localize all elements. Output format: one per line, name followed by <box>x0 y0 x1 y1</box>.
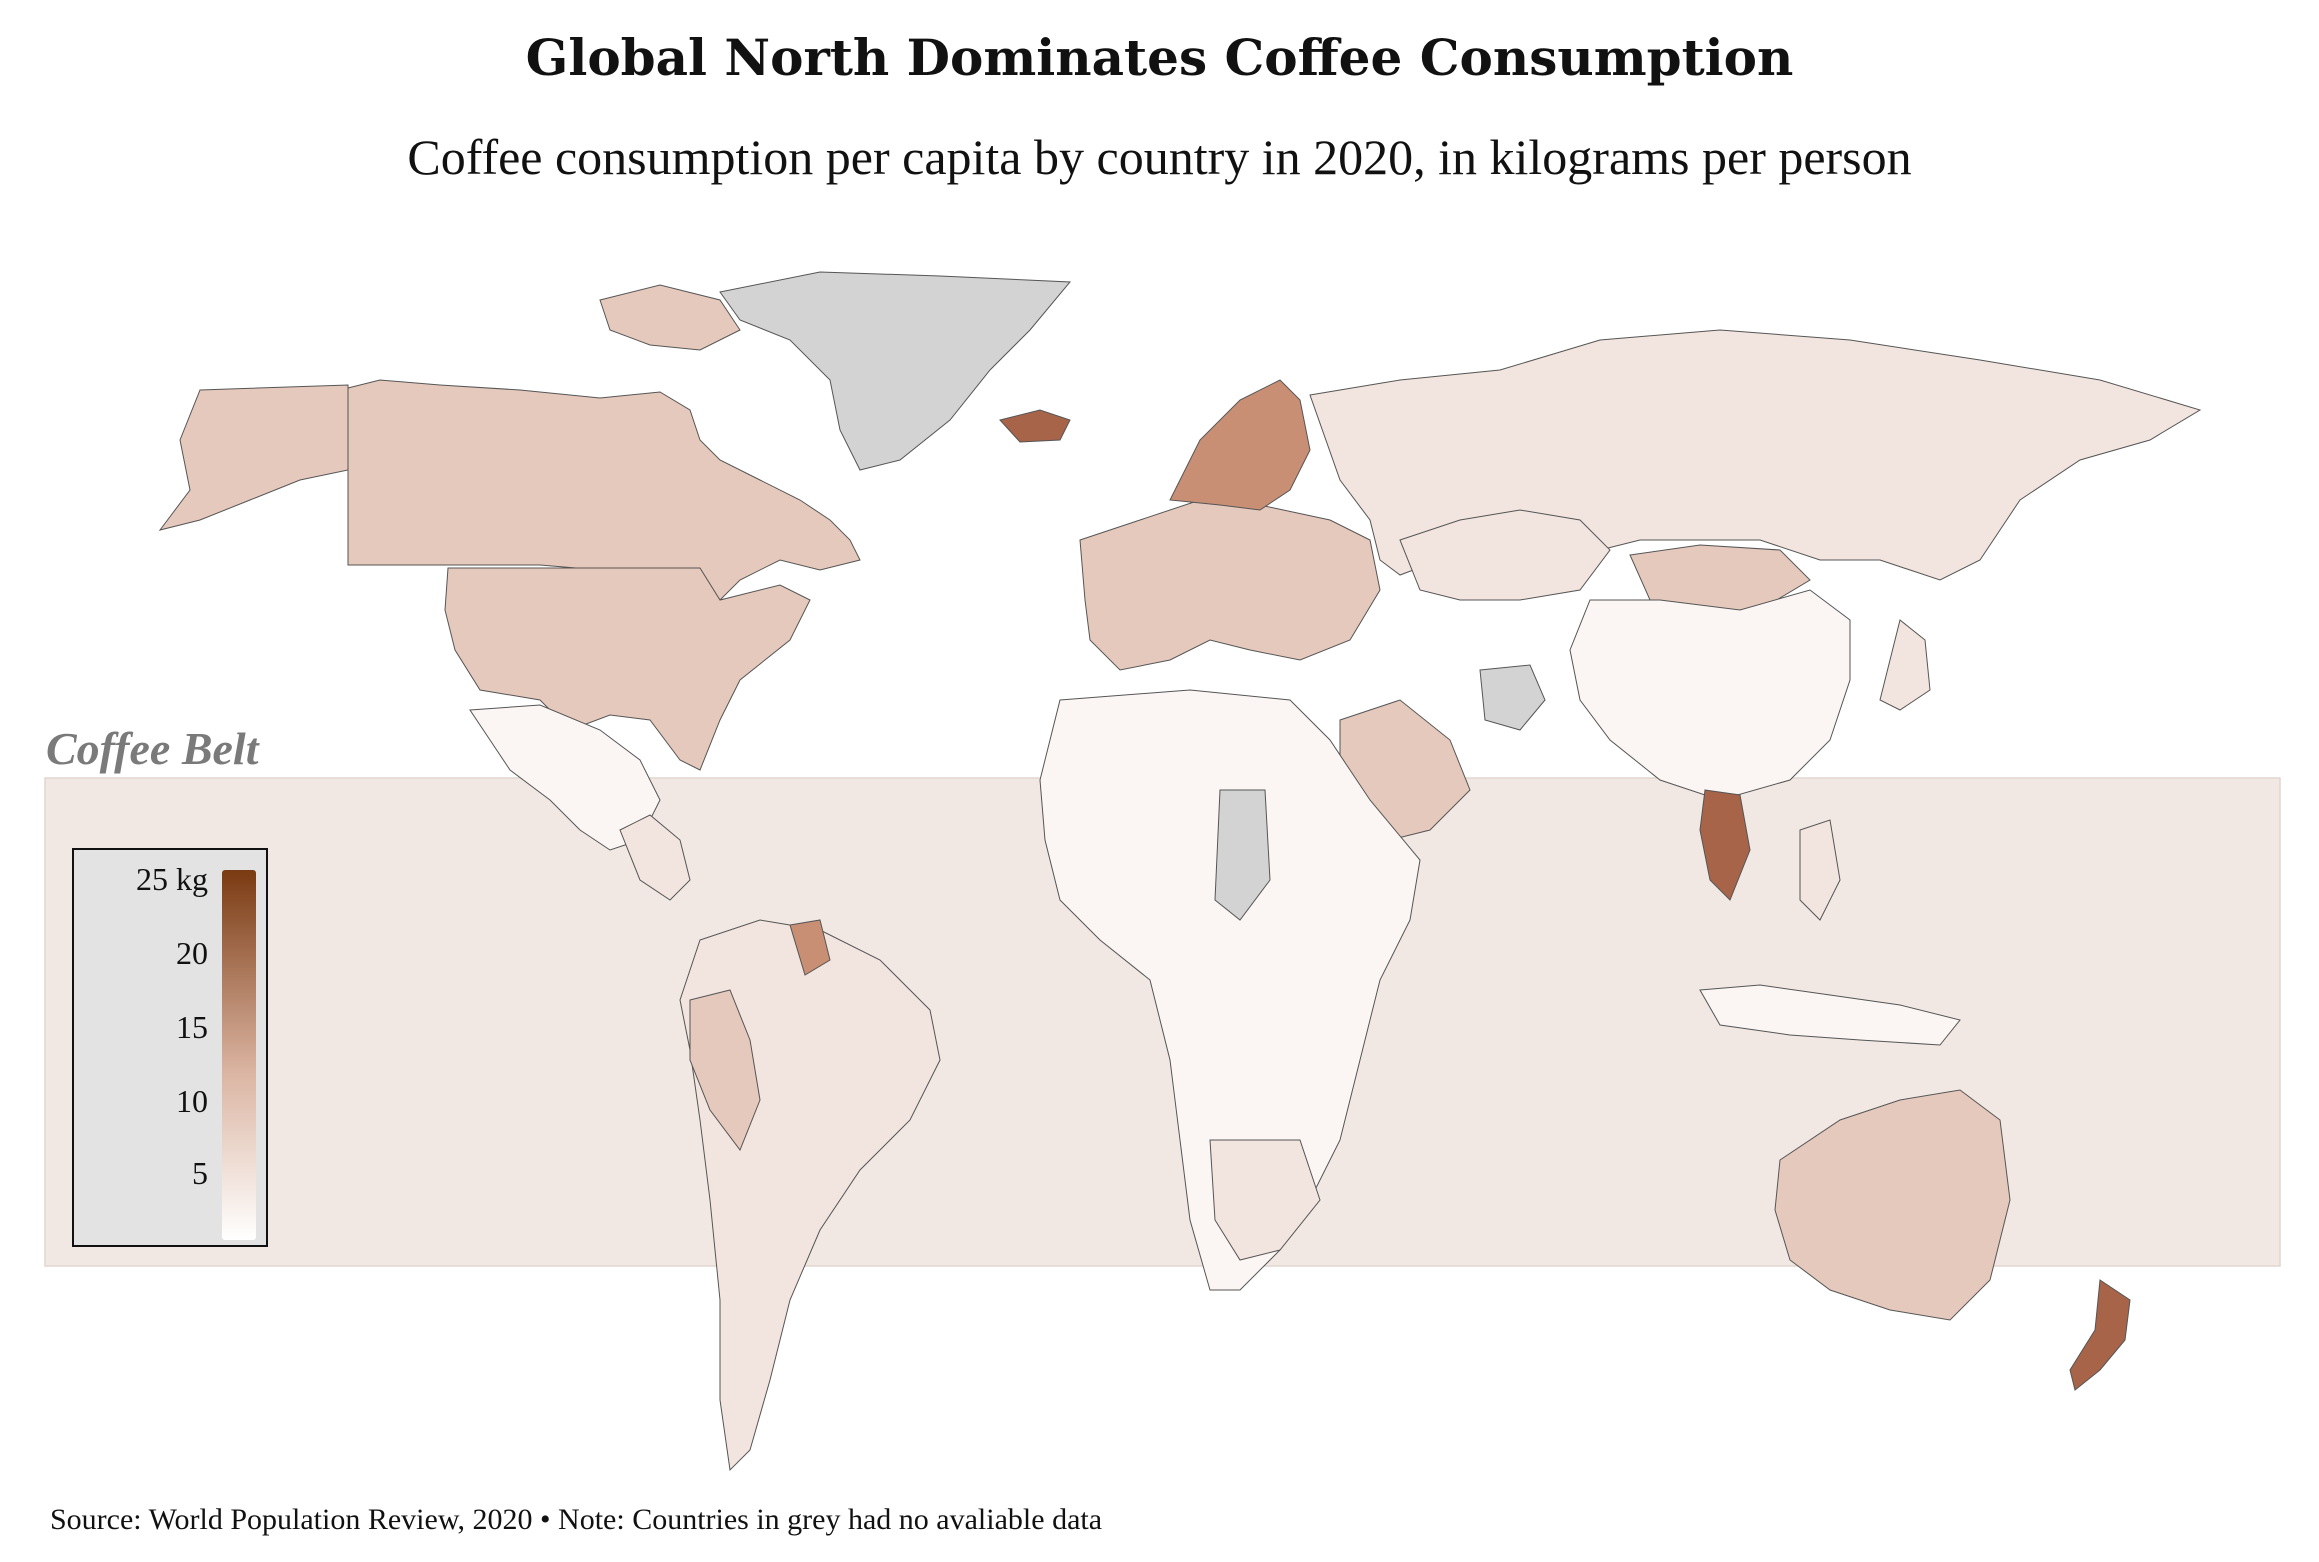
legend-label-5: 5 <box>192 1155 208 1191</box>
country-laos <box>1699 789 1751 901</box>
map-title: Global North Dominates Coffee Consumptio… <box>525 28 1794 87</box>
country-iceland <box>999 409 1071 443</box>
country-mexico <box>469 704 661 851</box>
country-indonesia <box>1699 984 1961 1046</box>
legend-label-25: 25 kg <box>136 861 208 897</box>
country-japan <box>1879 619 1931 711</box>
country-peru <box>689 989 761 1152</box>
country-canada <box>339 284 861 621</box>
country-central-america <box>619 814 691 901</box>
country-afghanistan <box>1479 664 1546 731</box>
map-subtitle: Coffee consumption per capita by country… <box>407 129 1912 185</box>
country-philippines <box>1799 819 1841 921</box>
country-guyana <box>789 919 831 976</box>
country-europe <box>1079 499 1381 671</box>
country-australia <box>1774 1089 2011 1321</box>
legend-label-15: 15 <box>176 1009 208 1045</box>
coffee-belt-label: Coffee Belt <box>46 723 259 774</box>
color-legend: 25 kg 20 15 10 5 <box>72 848 268 1247</box>
country-south-africa <box>1209 1139 1321 1261</box>
legend-label-20: 20 <box>176 935 208 971</box>
legend-label-10: 10 <box>176 1083 208 1119</box>
source-note: Source: World Population Review, 2020 • … <box>50 1503 1103 1536</box>
legend-gradient-bar <box>222 870 256 1240</box>
country-united-states <box>158 384 811 771</box>
country-chad <box>1214 789 1271 921</box>
country-kazakhstan <box>1399 509 1611 601</box>
country-greenland <box>719 271 1072 471</box>
country-scandinavia <box>1169 379 1311 511</box>
country-new-zealand <box>2069 1279 2131 1391</box>
country-china <box>1569 589 1851 801</box>
